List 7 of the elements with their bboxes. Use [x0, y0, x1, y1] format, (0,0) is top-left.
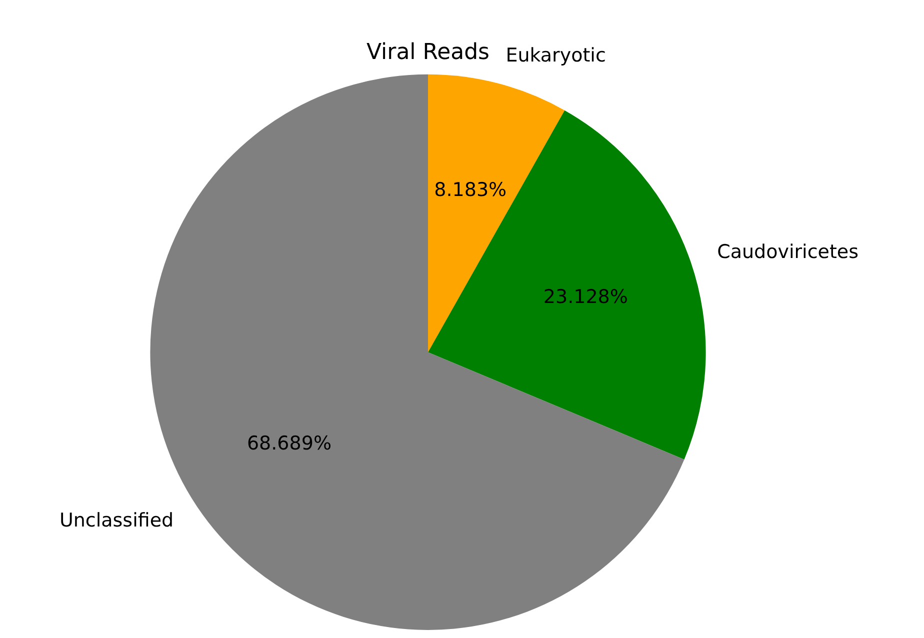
slice-label: Unclassified [59, 509, 174, 532]
data-label: 8.183% [434, 178, 507, 201]
slice-label: Eukaryotic [506, 44, 606, 67]
chart-title: Viral Reads [366, 40, 490, 65]
slice-label: Caudoviricetes [717, 241, 859, 264]
data-label: 68.689% [246, 432, 332, 454]
data-label: 23.128% [543, 286, 628, 308]
